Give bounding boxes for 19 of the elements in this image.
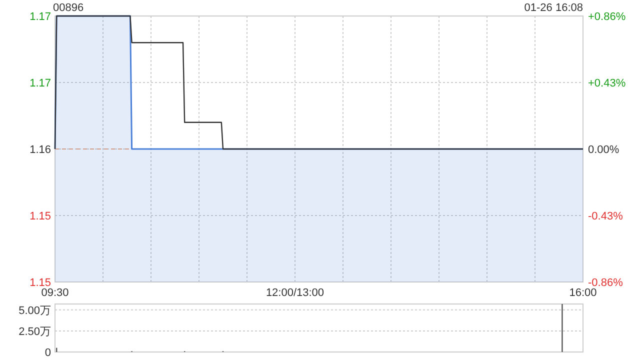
y2-tick-label: +0.86% xyxy=(588,11,626,23)
annotation: 01-26 16:08 xyxy=(524,2,583,14)
x-tick-label: 16:00 xyxy=(569,287,597,299)
y2-tick-label: -0.43% xyxy=(588,210,624,222)
y-tick-label: 0 xyxy=(44,347,51,359)
y-tick-label: 5.00万 xyxy=(18,304,51,317)
y-tick-label: 1.15 xyxy=(30,277,51,289)
y-tick-label: 1.15 xyxy=(30,210,51,222)
line-series xyxy=(54,15,584,150)
x-tick-label: 12:00/13:00 xyxy=(266,287,324,299)
y-tick-label: 1.17 xyxy=(30,11,51,23)
y-tick-label: 1.17 xyxy=(30,78,51,90)
y2-tick-label: +0.43% xyxy=(588,78,626,90)
title: 00896 xyxy=(53,2,84,14)
x-tick-label: 09:30 xyxy=(41,287,69,299)
y-tick-label: 1.16 xyxy=(30,144,51,156)
y2-tick-label: 0.00% xyxy=(588,144,620,156)
y-tick-label: 2.50万 xyxy=(18,326,51,338)
y2-tick-label: -0.86% xyxy=(588,277,624,289)
